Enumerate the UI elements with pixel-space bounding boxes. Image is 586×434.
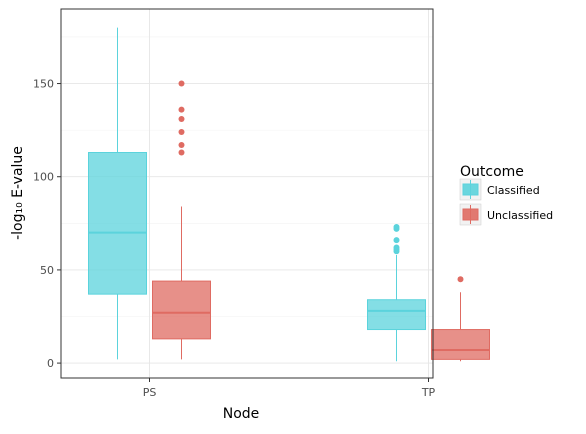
y-tick-label: 50 (40, 264, 54, 277)
box-body (88, 152, 147, 295)
outlier-point (178, 80, 185, 87)
y-tick-label: 150 (33, 78, 54, 91)
box-body (367, 299, 426, 331)
y-tick-label: 100 (33, 171, 54, 184)
outlier-point (178, 106, 185, 113)
legend-item-classified: Classified (459, 178, 540, 201)
y-axis-title: -log₁₀ E-value (10, 146, 26, 240)
y-tick-label: 0 (47, 357, 54, 370)
x-tick-label: PS (143, 386, 157, 399)
legend-label: Classified (487, 184, 540, 197)
outlier-point (457, 276, 464, 283)
box-classified-ps (88, 27, 147, 360)
box-classified-tp (367, 224, 426, 362)
grid-layer (61, 9, 433, 378)
outlier-point (393, 224, 400, 231)
outlier-point (178, 142, 185, 149)
legend-label: Unclassified (487, 209, 553, 222)
outlier-point (178, 115, 185, 122)
legend-key-swatch (462, 183, 479, 196)
legend-key-swatch (462, 208, 479, 221)
box-unclassified-tp (431, 276, 490, 362)
x-axis-title: Node (223, 406, 260, 422)
x-tick-label: TP (421, 386, 436, 399)
axis-layer: 0 50 100 150 PS TP (33, 78, 436, 399)
legend: Outcome Classified Unclassified (459, 164, 553, 226)
box-layer (88, 27, 490, 362)
outlier-point (178, 149, 185, 156)
legend-title: Outcome (460, 164, 524, 180)
outlier-point (393, 237, 400, 244)
legend-items: Classified Unclassified (459, 178, 553, 226)
legend-item-unclassified: Unclassified (459, 203, 553, 226)
box-body (431, 329, 490, 360)
box-unclassified-ps (152, 80, 211, 360)
outlier-point (393, 244, 400, 251)
box-body (152, 280, 211, 340)
plot-border (60, 8, 434, 379)
outlier-point (178, 129, 185, 135)
